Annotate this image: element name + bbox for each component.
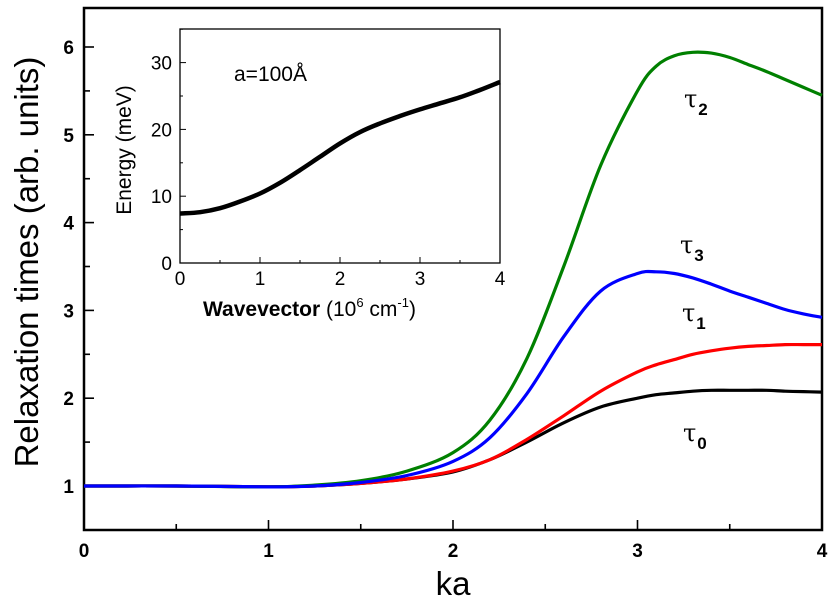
main-curves (83, 50, 823, 489)
inset-x-tick-label: 0 (175, 269, 186, 290)
x-tick-label: 2 (448, 541, 459, 562)
y-tick-label: 1 (63, 477, 74, 498)
y-tick-label: 5 (63, 126, 74, 147)
main-axis-ticks: 0 1 2 3 4 1 2 3 4 5 6 (63, 38, 827, 562)
inset-x-tick-label: 2 (335, 269, 346, 290)
tau-label-0: τ0 (683, 419, 707, 453)
y-tick-label: 3 (63, 301, 74, 322)
inset-annotation: a=100Å (234, 63, 307, 86)
y-tick-label: 4 (63, 214, 74, 235)
y-tick-label: 2 (63, 389, 74, 410)
y-tick-label: 6 (63, 38, 74, 59)
inset-x-tick-label: 3 (415, 269, 426, 290)
inset-y-tick-label: 10 (151, 187, 172, 208)
curve-labels: τ0 τ1 τ2 τ3 (680, 85, 708, 453)
inset-y-axis-title: Energy (meV) (113, 85, 136, 215)
tau-label-1: τ1 (682, 299, 706, 333)
inset-dispersion-curve (179, 79, 501, 216)
inset-plot: 0 1 2 3 4 0 10 20 30 a=100Å Energy (meV) Wavevec… (113, 28, 506, 321)
inset-y-tick-label: 0 (161, 254, 172, 275)
curve-1 (83, 342, 822, 489)
x-tick-label: 0 (79, 541, 90, 562)
x-axis-title: ka (436, 565, 472, 602)
curve-3 (83, 269, 823, 489)
inset-x-tick-label: 1 (255, 269, 266, 290)
inset-y-tick-label: 30 (151, 54, 172, 75)
inset-x-tick-label: 4 (495, 269, 506, 290)
x-tick-label: 3 (632, 541, 643, 562)
inset-y-tick-label: 20 (151, 120, 172, 141)
x-tick-label: 4 (817, 541, 828, 562)
x-tick-label: 1 (263, 541, 274, 562)
tau-label-3: τ3 (680, 231, 704, 265)
y-axis-title: Relaxation times (arb. units) (8, 57, 45, 468)
inset-x-axis-title: Wavevector (106 cm-1) (203, 295, 416, 321)
tau-label-2: τ2 (684, 85, 708, 119)
inset-axis-ticks: 0 1 2 3 4 0 10 20 30 (151, 28, 506, 290)
